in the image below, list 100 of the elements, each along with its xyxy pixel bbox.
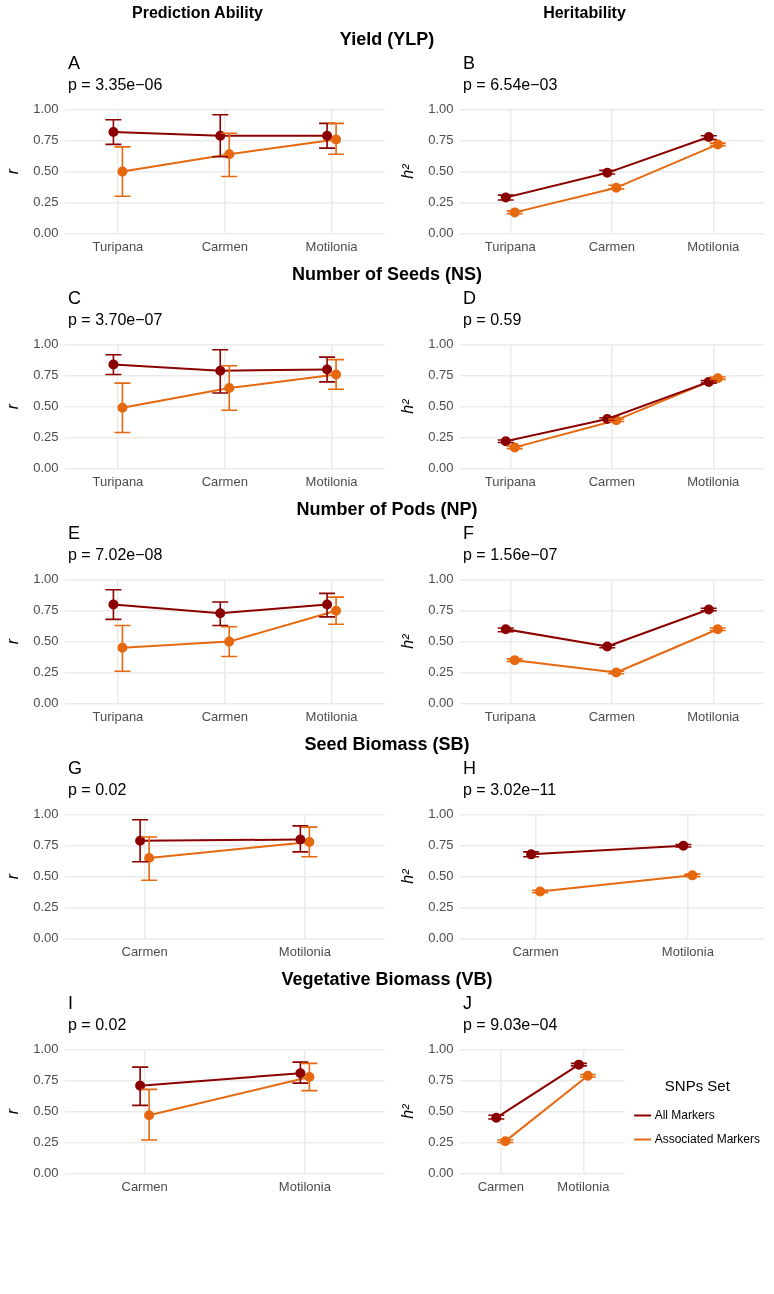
y-tick-label: 0.25 [33, 429, 59, 445]
y-tick-label: 0.50 [33, 868, 59, 884]
y-tick-label: 1.00 [428, 101, 454, 117]
chart-subtitle: p = 0.02 [67, 780, 128, 800]
y-tick-label: 0.75 [428, 602, 454, 618]
x-tick-label: Carmen [201, 238, 248, 254]
y-tick-label: 0.50 [428, 163, 454, 179]
y-axis-title: r [4, 873, 22, 880]
y-tick-label: 0.75 [33, 132, 59, 148]
x-tick-label: Motilonia [687, 473, 741, 489]
x-tick-label: Motilonia [305, 708, 359, 724]
text: Heritability [542, 3, 627, 23]
x-tick-label: Carmen [512, 943, 559, 959]
y-axis-title: r [4, 403, 22, 410]
x-tick-label: Motilonia [661, 943, 715, 959]
y-axis-title: r [4, 1108, 22, 1115]
x-tick-label: Carmen [588, 238, 635, 254]
y-tick-label: 0.00 [428, 1164, 454, 1180]
text: Number of Pods (NP) [295, 498, 479, 521]
y-tick-label: 0.25 [33, 1134, 59, 1150]
y-tick-label: 1.00 [33, 101, 59, 117]
y-tick-label: 0.50 [428, 633, 454, 649]
y-tick-label: 0.25 [428, 1134, 454, 1150]
y-tick-label: 0.25 [428, 429, 454, 445]
chart-title: A [67, 52, 81, 74]
chart-title: J [462, 992, 473, 1014]
y-axis-title: h² [399, 868, 417, 884]
chart-subtitle: p = 3.35e−06 [67, 75, 164, 95]
y-tick-label: 0.00 [33, 694, 59, 710]
y-tick-label: 0.50 [33, 163, 59, 179]
y-tick-label: 0.75 [33, 837, 59, 853]
text: Number of Seeds (NS) [291, 263, 483, 286]
y-axis-title: h² [399, 163, 417, 179]
x-tick-label: Carmen [201, 708, 248, 724]
x-tick-label: Motilonia [278, 943, 332, 959]
y-tick-label: 1.00 [428, 1041, 454, 1057]
chart-subtitle: p = 0.59 [462, 310, 523, 330]
y-tick-label: 0.50 [428, 1103, 454, 1119]
y-tick-label: 0.00 [428, 459, 454, 475]
x-tick-label: Motilonia [557, 1178, 611, 1194]
chart-title: B [462, 52, 476, 74]
y-tick-label: 1.00 [33, 806, 59, 822]
x-tick-label: Carmen [588, 473, 635, 489]
text: Vegetative Biomass (VB) [280, 968, 494, 991]
y-tick-label: 0.00 [33, 1164, 59, 1180]
y-axis-title: h² [399, 1103, 417, 1119]
y-tick-label: 0.50 [428, 868, 454, 884]
text: Prediction Ability [131, 3, 264, 23]
y-tick-label: 0.00 [33, 224, 59, 240]
chart-subtitle: p = 0.02 [67, 1015, 128, 1035]
y-tick-label: 0.00 [428, 224, 454, 240]
y-tick-label: 1.00 [428, 336, 454, 352]
y-tick-label: 0.00 [428, 694, 454, 710]
text: Seed Biomass (SB) [303, 733, 471, 756]
x-tick-label: Motilonia [687, 238, 741, 254]
text: Yield (YLP) [338, 28, 436, 51]
y-tick-label: 0.00 [33, 459, 59, 475]
chart-title: I [67, 992, 74, 1014]
y-tick-label: 0.75 [428, 837, 454, 853]
chart-title: C [67, 287, 82, 309]
chart-subtitle: p = 7.02e−08 [67, 545, 164, 565]
x-tick-label: Carmen [477, 1178, 524, 1194]
x-tick-label: Motilonia [305, 238, 359, 254]
x-tick-label: Turipana [484, 238, 537, 254]
y-tick-label: 0.75 [33, 1072, 59, 1088]
x-tick-label: Carmen [121, 1178, 168, 1194]
chart-title: E [67, 522, 81, 544]
x-tick-label: Carmen [121, 943, 168, 959]
y-axis-title: r [4, 638, 22, 645]
x-tick-label: Turipana [484, 708, 537, 724]
y-tick-label: 0.25 [33, 664, 59, 680]
y-tick-label: 1.00 [33, 571, 59, 587]
legend-label: All Markers [654, 1107, 715, 1122]
y-tick-label: 0.75 [428, 367, 454, 383]
y-tick-label: 0.75 [428, 1072, 454, 1088]
x-tick-label: Motilonia [687, 708, 741, 724]
chart-title: H [462, 757, 477, 779]
y-tick-label: 0.50 [33, 1103, 59, 1119]
chart-title: F [462, 522, 475, 544]
chart-title: G [67, 757, 83, 779]
y-tick-label: 0.00 [33, 929, 59, 945]
y-tick-label: 0.50 [33, 633, 59, 649]
y-tick-label: 0.25 [33, 194, 59, 210]
y-tick-label: 0.25 [33, 899, 59, 915]
chart-title: D [462, 287, 477, 309]
chart-subtitle: p = 3.02e−11 [462, 780, 558, 800]
x-tick-label: Turipana [484, 473, 537, 489]
legend-title: SNPs Set [664, 1077, 731, 1095]
x-tick-label: Turipana [92, 238, 145, 254]
y-tick-label: 0.25 [428, 899, 454, 915]
chart-subtitle: p = 6.54e−03 [462, 75, 559, 95]
x-tick-label: Carmen [588, 708, 635, 724]
y-tick-label: 0.00 [428, 929, 454, 945]
y-tick-label: 0.25 [428, 194, 454, 210]
y-tick-label: 0.25 [428, 664, 454, 680]
x-tick-label: Turipana [92, 473, 145, 489]
x-tick-label: Carmen [201, 473, 248, 489]
y-tick-label: 0.75 [33, 602, 59, 618]
chart-subtitle: p = 9.03e−04 [462, 1015, 559, 1035]
y-axis-title: h² [399, 398, 417, 414]
